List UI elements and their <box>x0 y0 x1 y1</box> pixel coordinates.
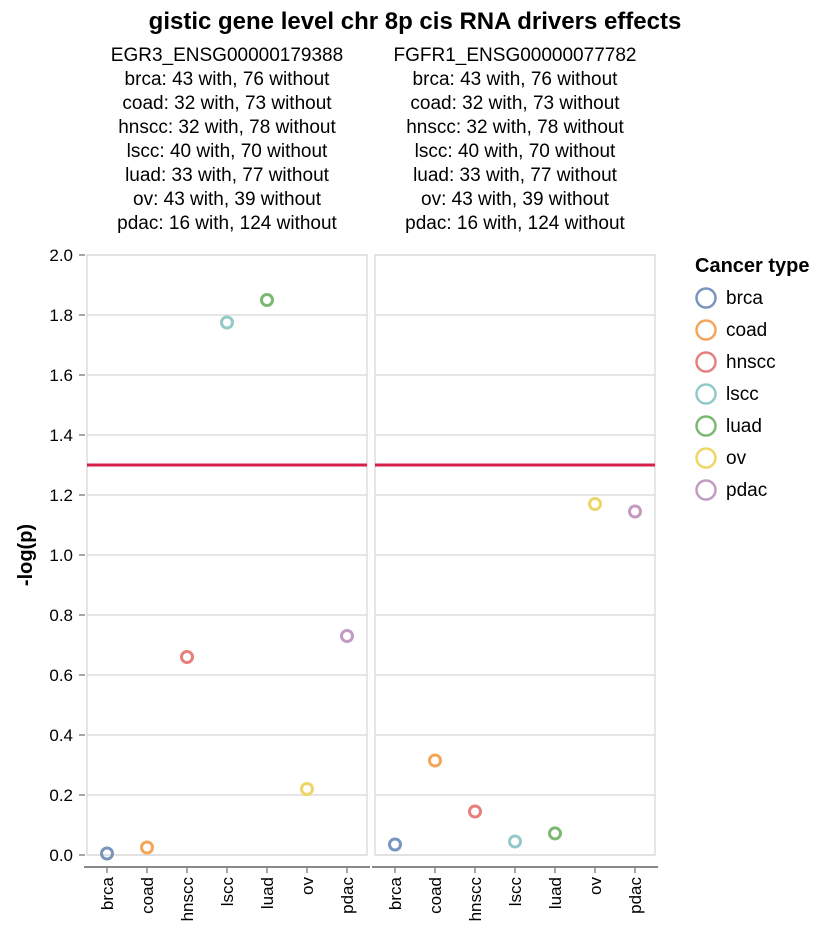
legend-item-coad: coad <box>695 319 767 341</box>
data-point-coad <box>428 753 442 768</box>
data-point-pdac <box>340 629 354 643</box>
legend-swatch <box>695 319 717 341</box>
legend-swatch <box>695 383 717 405</box>
facet-count-label: coad: 32 with, 73 without <box>122 93 332 114</box>
legend-item-luad: luad <box>695 415 762 437</box>
x-tick-label: hnscc <box>466 877 485 922</box>
facet-gene-label: FGFR1_ENSG00000077782 <box>394 45 637 66</box>
data-point-ov <box>300 782 314 796</box>
y-tick-label: 1.6 <box>49 366 73 385</box>
y-tick-label: 1.0 <box>49 546 73 565</box>
legend-label: luad <box>726 416 762 437</box>
facet-count-label: luad: 33 with, 77 without <box>125 165 330 186</box>
x-tick-label: lscc <box>506 877 525 907</box>
facet-panel: EGR3_ENSG00000179388 brca: 43 with, 76 wi… <box>84 45 370 921</box>
legend-swatch <box>695 479 717 501</box>
data-point-brca <box>388 837 402 852</box>
y-tick-label: 1.2 <box>49 486 73 505</box>
data-point-lscc <box>508 834 522 849</box>
y-tick-label: 0.8 <box>49 606 73 625</box>
y-tick-label: 1.8 <box>49 306 73 325</box>
facet-count-label: coad: 32 with, 73 without <box>410 93 620 114</box>
x-tick-label: ov <box>586 877 605 895</box>
data-point-luad <box>548 826 562 841</box>
data-point-brca <box>100 846 114 861</box>
x-tick-label: brca <box>98 876 117 910</box>
x-tick-label: lscc <box>218 877 237 907</box>
data-point-ov <box>588 497 602 511</box>
legend-title: Cancer type <box>695 255 810 277</box>
x-tick-label: coad <box>426 877 445 914</box>
x-tick-label: pdac <box>338 877 357 914</box>
legend-item-ov: ov <box>695 447 747 469</box>
legend-swatch <box>695 415 717 437</box>
x-tick-label: pdac <box>626 877 645 914</box>
data-point-luad <box>260 293 274 307</box>
chart-title: gistic gene level chr 8p cis RNA drivers… <box>149 8 682 35</box>
y-tick-label: 2.0 <box>49 246 73 265</box>
legend-label: hnscc <box>726 352 776 373</box>
data-point-coad <box>140 840 154 855</box>
y-tick-label: 0.4 <box>49 726 73 745</box>
facet-panel: FGFR1_ENSG00000077782 brca: 43 with, 76 w… <box>372 45 658 921</box>
facets: EGR3_ENSG00000179388 brca: 43 with, 76 wi… <box>49 45 658 921</box>
legend-swatch <box>695 287 717 309</box>
legend-item-brca: brca <box>695 287 763 309</box>
y-tick-label: 0.0 <box>49 846 73 865</box>
legend-label: pdac <box>726 480 767 501</box>
y-axis: 0.0 0.2 0.4 0.6 0.8 1.0 1.2 1.4 1.6 1.8 2.0 <box>49 246 85 865</box>
panel-frame <box>374 254 656 856</box>
facet-count-label: lscc: 40 with, 70 without <box>415 141 616 162</box>
facet-count-label: hnscc: 32 with, 78 without <box>406 117 624 138</box>
legend-item-pdac: pdac <box>695 479 767 501</box>
facet-count-label: ov: 43 with, 39 without <box>421 189 610 210</box>
y-tick-label: 1.4 <box>49 426 73 445</box>
x-tick-label: brca <box>386 876 405 910</box>
legend-label: ov <box>726 448 747 469</box>
facet-count-label: brca: 43 with, 76 without <box>125 69 331 90</box>
facet-count-label: pdac: 16 with, 124 without <box>117 213 337 234</box>
data-point-lscc <box>220 315 234 330</box>
legend-label: lscc <box>726 384 759 405</box>
x-tick-label: hnscc <box>178 877 197 922</box>
facet-gene-label: EGR3_ENSG00000179388 <box>111 45 343 66</box>
data-point-hnscc <box>180 650 194 664</box>
x-tick-label: coad <box>138 877 157 914</box>
y-tick-label: 0.2 <box>49 786 73 805</box>
legend-label: coad <box>726 320 767 341</box>
facet-count-label: hnscc: 32 with, 78 without <box>118 117 336 138</box>
legend-item-lscc: lscc <box>695 383 759 405</box>
legend: Cancer type brca coad hnscc lscc luad ov pdac <box>695 255 810 501</box>
facet-count-label: pdac: 16 with, 124 without <box>405 213 625 234</box>
facet-count-label: ov: 43 with, 39 without <box>133 189 322 210</box>
y-axis-title: -log(p) <box>15 524 37 586</box>
panel-frame <box>86 254 368 856</box>
data-point-hnscc <box>468 804 482 819</box>
data-point-pdac <box>628 504 642 519</box>
facet-count-label: lscc: 40 with, 70 without <box>127 141 328 162</box>
legend-label: brca <box>726 288 763 309</box>
legend-swatch <box>695 351 717 373</box>
legend-swatch <box>695 447 717 469</box>
x-tick-label: luad <box>546 877 565 909</box>
y-tick-label: 0.6 <box>49 666 73 685</box>
x-tick-label: luad <box>258 877 277 909</box>
x-tick-label: ov <box>298 877 317 895</box>
facet-count-label: brca: 43 with, 76 without <box>413 69 619 90</box>
facet-count-label: luad: 33 with, 77 without <box>413 165 618 186</box>
legend-item-hnscc: hnscc <box>695 351 776 373</box>
